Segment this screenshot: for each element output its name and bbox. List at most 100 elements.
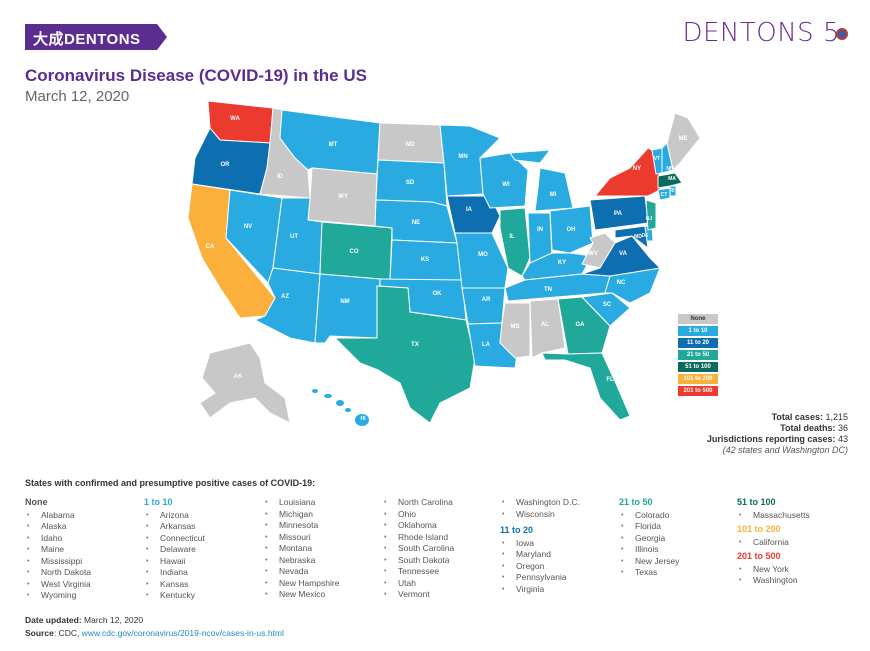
state-list-item: New York — [737, 564, 810, 576]
group-1-10-list-c: North CarolinaOhioOklahomaRhode IslandSo… — [382, 497, 454, 601]
state-list-item: Wisconsin — [500, 509, 580, 521]
legend: None 1 to 10 11 to 20 21 to 50 51 to 100 101 … — [678, 314, 718, 398]
state-MI[interactable] — [509, 149, 574, 212]
state-list-item: New Mexico — [263, 589, 339, 601]
state-MO[interactable] — [454, 232, 509, 289]
legend-item: 21 to 50 — [678, 350, 718, 360]
state-list-item: Minnesota — [263, 520, 339, 532]
group-1-10-list-a: ArizonaArkansasConnecticutDelawareHawaii… — [144, 510, 205, 602]
state-label-IL: IL — [509, 234, 515, 240]
column-1-10: 1 to 10 ArizonaArkansasConnecticutDelawa… — [144, 497, 205, 602]
state-MA[interactable] — [657, 172, 683, 189]
state-label-NY: NY — [633, 166, 641, 172]
state-WI[interactable] — [479, 152, 529, 209]
state-label-NH: NH — [666, 166, 674, 172]
state-list-item: Idaho — [25, 533, 91, 545]
state-TX[interactable] — [333, 285, 476, 424]
state-list-item: Kansas — [144, 579, 205, 591]
state-list-item: Florida — [619, 521, 679, 533]
state-label-OR: OR — [221, 162, 231, 168]
state-label-VA: VA — [619, 251, 628, 257]
state-HI[interactable] — [312, 389, 369, 426]
state-list-item: Massachusetts — [737, 510, 810, 522]
state-label-UT: UT — [290, 234, 298, 240]
state-FL[interactable] — [541, 352, 631, 421]
dentons-50-logo: DENTONS 5 — [682, 18, 848, 48]
group-51-100-header: 51 to 100 — [737, 497, 776, 507]
state-list-item: Virginia — [500, 584, 580, 596]
state-list-item: Alabama — [25, 510, 91, 522]
state-NM[interactable] — [314, 273, 381, 344]
state-label-ME: ME — [679, 136, 688, 142]
brand-right-text: DENTONS 5 — [682, 18, 840, 48]
state-NJ[interactable] — [645, 199, 657, 231]
legend-item: 201 to 500 — [678, 386, 718, 396]
legend-item: None — [678, 314, 718, 324]
legend-item: 11 to 20 — [678, 338, 718, 348]
group-101-200-list: California — [737, 537, 810, 549]
state-ME[interactable] — [666, 112, 701, 171]
state-list-item: Mississippi — [25, 556, 91, 568]
legend-item: 1 to 10 — [678, 326, 718, 336]
state-list-item: Maryland — [500, 549, 580, 561]
state-VA[interactable] — [581, 235, 662, 277]
state-label-MI: MI — [550, 192, 557, 198]
state-label-DE: DE — [642, 233, 650, 239]
state-MD[interactable] — [614, 225, 649, 250]
jurisdictions-label: Jurisdictions reporting cases: — [706, 434, 836, 444]
column-none: None AlabamaAlaskaIdahoMaineMississippiN… — [25, 497, 91, 602]
state-AL[interactable] — [529, 298, 566, 359]
dentons-logo-badge: 大成DENTONS — [25, 24, 167, 50]
state-label-MO: MO — [478, 252, 488, 258]
state-label-NE: NE — [412, 220, 420, 226]
state-label-MA: MA — [668, 176, 676, 182]
state-label-WI: WI — [502, 182, 510, 188]
state-CT[interactable] — [657, 187, 671, 201]
state-label-ND: ND — [406, 142, 415, 148]
state-list-item: Kentucky — [144, 590, 205, 602]
state-list-item: Nevada — [263, 566, 339, 578]
state-label-MS: MS — [511, 324, 520, 330]
state-RI[interactable] — [669, 185, 677, 197]
state-label-NV: NV — [244, 224, 252, 230]
state-label-IN: IN — [537, 227, 543, 233]
states-heading: States with confirmed and presumptive po… — [25, 478, 316, 488]
state-label-LA: LA — [482, 342, 491, 348]
state-label-PA: PA — [614, 211, 623, 217]
state-OH[interactable] — [549, 205, 594, 254]
state-label-TX: TX — [411, 342, 419, 348]
column-1-10-d-11-20: Washington D.C.Wisconsin 11 to 20 IowaMa… — [500, 497, 580, 595]
total-cases-value: 1,215 — [825, 412, 848, 422]
state-IA[interactable] — [446, 195, 501, 234]
state-label-RI: RI — [670, 188, 676, 194]
state-list-item: Georgia — [619, 533, 679, 545]
us-map: WA OR CA ID NV MT WY UT AZ CO NM ND SD NE KS OK TX MN IA MO… — [187, 100, 701, 426]
state-GA[interactable] — [557, 296, 611, 355]
legend-item: 51 to 100 — [678, 362, 718, 372]
state-label-ID: ID — [277, 174, 284, 180]
source-link[interactable]: www.cdc.gov/coronavirus/2019-ncov/cases-… — [81, 628, 284, 638]
state-list-item: New Hampshire — [263, 578, 339, 590]
state-WY[interactable] — [307, 167, 378, 227]
column-21-50: 21 to 50 ColoradoFloridaGeorgiaIllinoisN… — [619, 497, 679, 579]
state-label-CA: CA — [206, 244, 215, 250]
state-list-item: New Jersey — [619, 556, 679, 568]
group-101-200-header: 101 to 200 — [737, 524, 781, 534]
state-list-item: Michigan — [263, 509, 339, 521]
state-list-item: West Virginia — [25, 579, 91, 591]
state-list-item: North Dakota — [25, 567, 91, 579]
state-AK[interactable] — [199, 342, 291, 424]
state-list-item: Vermont — [382, 589, 454, 601]
page-date: March 12, 2020 — [25, 88, 130, 105]
state-list-item: Ohio — [382, 509, 454, 521]
state-label-WV: WV — [588, 251, 598, 257]
state-list-item: North Carolina — [382, 497, 454, 509]
state-SC[interactable] — [580, 292, 631, 327]
state-list-item: South Dakota — [382, 555, 454, 567]
state-NY[interactable] — [593, 147, 661, 197]
group-201-500-list: New YorkWashington — [737, 564, 810, 587]
state-list-item: Indiana — [144, 567, 205, 579]
group-none-list: AlabamaAlaskaIdahoMaineMississippiNorth … — [25, 510, 91, 602]
state-AR[interactable] — [461, 287, 506, 325]
date-updated: Date updated: March 12, 2020 — [25, 615, 143, 625]
